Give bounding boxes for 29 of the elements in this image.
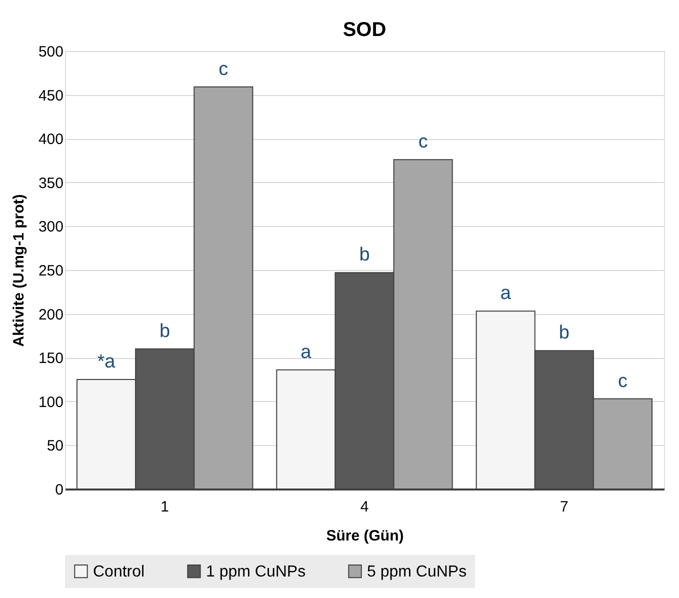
legend-label: Control [93, 563, 145, 580]
chart-title: SOD [342, 19, 386, 41]
y-axis-title: Aktivite (U.mg-1 prot) [10, 194, 28, 347]
y-tick-label: 150 [38, 350, 64, 368]
data-label: c [418, 132, 428, 153]
y-tick-label: 400 [38, 131, 64, 148]
data-label: c [218, 58, 228, 80]
y-tick-label: 500 [38, 44, 64, 60]
legend-label: 1 ppm CuNPs [206, 563, 306, 580]
y-tick-label: 100 [38, 394, 64, 411]
x-tick-label: 4 [360, 498, 369, 516]
y-tick-label: 450 [38, 87, 64, 104]
x-axis-title: Süre (Gün) [326, 528, 404, 544]
y-tick-label: 50 [46, 438, 64, 455]
data-label: b [558, 322, 570, 344]
data-label: a [500, 283, 512, 304]
data-label: c [618, 370, 628, 392]
y-tick-label: 350 [38, 174, 64, 192]
x-tick-label: 7 [560, 498, 568, 516]
y-tick-label: 250 [38, 262, 64, 280]
y-tick-label: 200 [38, 306, 64, 324]
y-tick-label: 300 [38, 218, 64, 236]
y-tick-label: 0 [55, 482, 64, 498]
legend-label: 5 ppm CuNPs [367, 563, 467, 580]
data-label: *a [97, 352, 116, 372]
data-label: a [300, 342, 312, 363]
x-tick-label: 1 [160, 498, 170, 516]
data-label: b [160, 320, 170, 342]
data-label: b [359, 244, 370, 266]
